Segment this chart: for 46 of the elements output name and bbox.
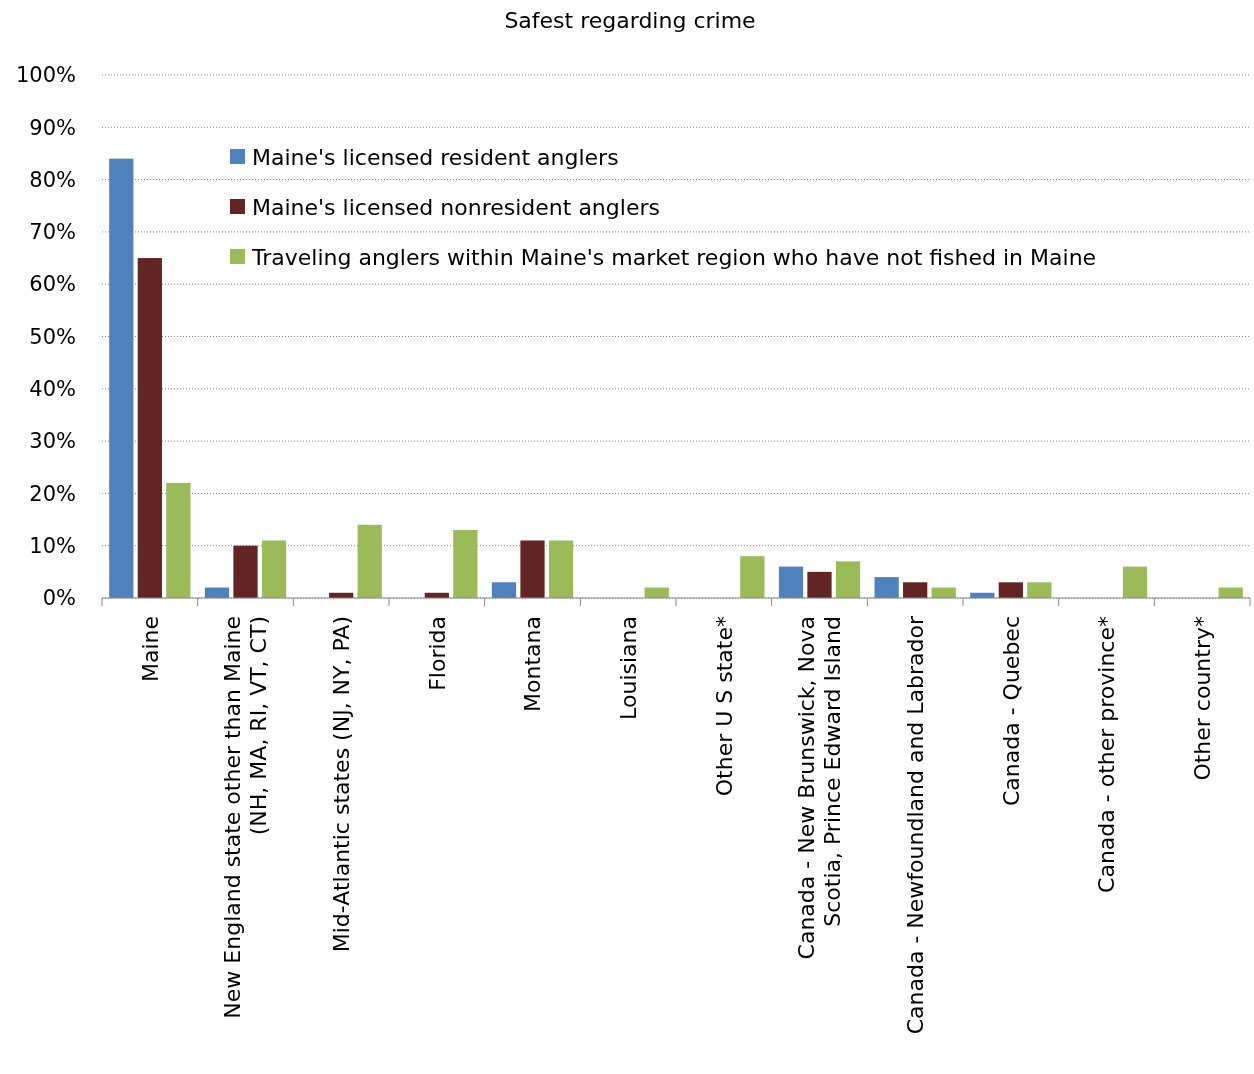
bar — [233, 545, 258, 598]
x-tick-label: Canada - Quebec — [998, 616, 1024, 807]
x-tick-label: Mid-Atlantic states (NJ, NY, PA) — [328, 616, 354, 953]
bar — [491, 582, 517, 598]
y-tick-label: 80% — [29, 167, 76, 192]
y-tick-label: 40% — [29, 377, 76, 402]
x-tick-label: Florida — [424, 616, 450, 691]
x-tick-label: Other country* — [1189, 616, 1215, 781]
legend-label: Traveling anglers within Maine's market region who have not fished in Maine — [251, 244, 1097, 270]
bar — [1122, 566, 1148, 598]
y-tick-label: 30% — [29, 429, 76, 454]
legend-label: Maine's licensed nonresident anglers — [252, 194, 660, 220]
chart-title: Safest regarding crime — [504, 8, 756, 33]
y-tick-label: 0% — [42, 586, 76, 611]
x-tick-label: Canada - New Brunswick, Nova Scotia, Prince Edward Island — [794, 616, 846, 960]
bar — [357, 524, 382, 598]
bar — [166, 482, 191, 598]
legend-label: Maine's licensed resident anglers — [252, 144, 619, 170]
x-tick-label: Canada - Newfoundland and Labrador — [902, 615, 928, 1035]
bar — [109, 158, 134, 598]
bar — [453, 530, 478, 598]
bar — [998, 582, 1023, 598]
bar — [137, 258, 162, 598]
y-tick-label: 20% — [29, 481, 76, 506]
bar — [548, 540, 574, 598]
x-tick-label: Maine — [137, 616, 163, 683]
y-tick-label: 60% — [29, 272, 76, 297]
x-tick-label: Montana — [520, 616, 546, 712]
bar — [740, 556, 765, 598]
y-tick-label: 10% — [29, 533, 76, 558]
bar — [903, 582, 928, 598]
x-tick-label: Louisiana — [615, 616, 641, 720]
bar — [520, 540, 545, 598]
bar — [874, 577, 899, 598]
x-tick-label: Other U S state* — [711, 616, 737, 797]
x-tick-label: Canada - other province* — [1094, 616, 1120, 893]
bar — [1027, 582, 1052, 598]
bar — [778, 566, 804, 598]
bar — [835, 561, 861, 598]
y-tick-label: 90% — [29, 115, 76, 140]
y-tick-label: 100% — [15, 63, 76, 88]
bar — [261, 540, 287, 598]
x-tick-label: New England state other than Maine (NH, MA, RI, VT, CT) — [220, 616, 272, 1019]
bar — [807, 571, 832, 598]
y-tick-label: 50% — [29, 324, 76, 349]
y-tick-label: 70% — [29, 220, 76, 245]
